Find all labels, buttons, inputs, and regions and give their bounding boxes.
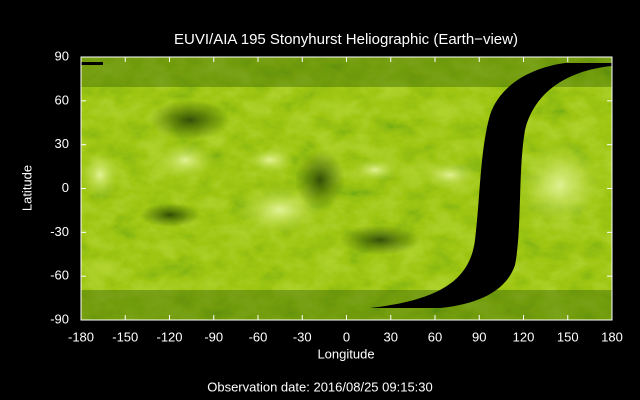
y-tick-label: 60 bbox=[55, 92, 69, 107]
y-tick-label: -60 bbox=[50, 268, 69, 283]
bright-region bbox=[420, 160, 480, 190]
x-tick-label: -30 bbox=[293, 329, 312, 344]
y-axis-label: Latitude bbox=[19, 165, 34, 211]
dark-region bbox=[150, 100, 230, 140]
bright-region bbox=[515, 140, 605, 230]
x-tick-label: 90 bbox=[472, 329, 486, 344]
x-tick-label: 150 bbox=[557, 329, 579, 344]
bright-region bbox=[350, 158, 400, 182]
x-tick-label: 0 bbox=[343, 329, 350, 344]
x-tick-label: 30 bbox=[384, 329, 398, 344]
bright-region bbox=[80, 150, 120, 200]
dark-region bbox=[340, 225, 420, 255]
x-tick-label: -180 bbox=[68, 329, 94, 344]
chart-title: EUVI/AIA 195 Stonyhurst Heliographic (Ea… bbox=[174, 31, 518, 48]
x-tick-label: -90 bbox=[204, 329, 223, 344]
y-tick-label: 90 bbox=[55, 48, 69, 63]
x-tick-label: 60 bbox=[428, 329, 442, 344]
dark-region bbox=[140, 203, 200, 227]
dark-region bbox=[295, 150, 345, 210]
x-tick-label: 120 bbox=[513, 329, 535, 344]
data-gap bbox=[370, 63, 612, 308]
x-tick-label: -60 bbox=[249, 329, 268, 344]
solar-map bbox=[80, 57, 612, 320]
y-tick-label: 0 bbox=[62, 180, 69, 195]
x-tick-label: -150 bbox=[112, 329, 138, 344]
observation-date: Observation date: 2016/08/25 09:15:30 bbox=[207, 379, 433, 394]
y-tick-label: 30 bbox=[55, 136, 69, 151]
data-gap bbox=[81, 62, 103, 65]
bright-region bbox=[245, 148, 295, 172]
x-tick-label: -120 bbox=[156, 329, 182, 344]
y-tick-label: -30 bbox=[50, 224, 69, 239]
y-tick-label: -90 bbox=[50, 311, 69, 326]
x-tick-label: 180 bbox=[601, 329, 623, 344]
bright-region bbox=[155, 142, 215, 178]
x-axis-label: Longitude bbox=[317, 346, 374, 361]
